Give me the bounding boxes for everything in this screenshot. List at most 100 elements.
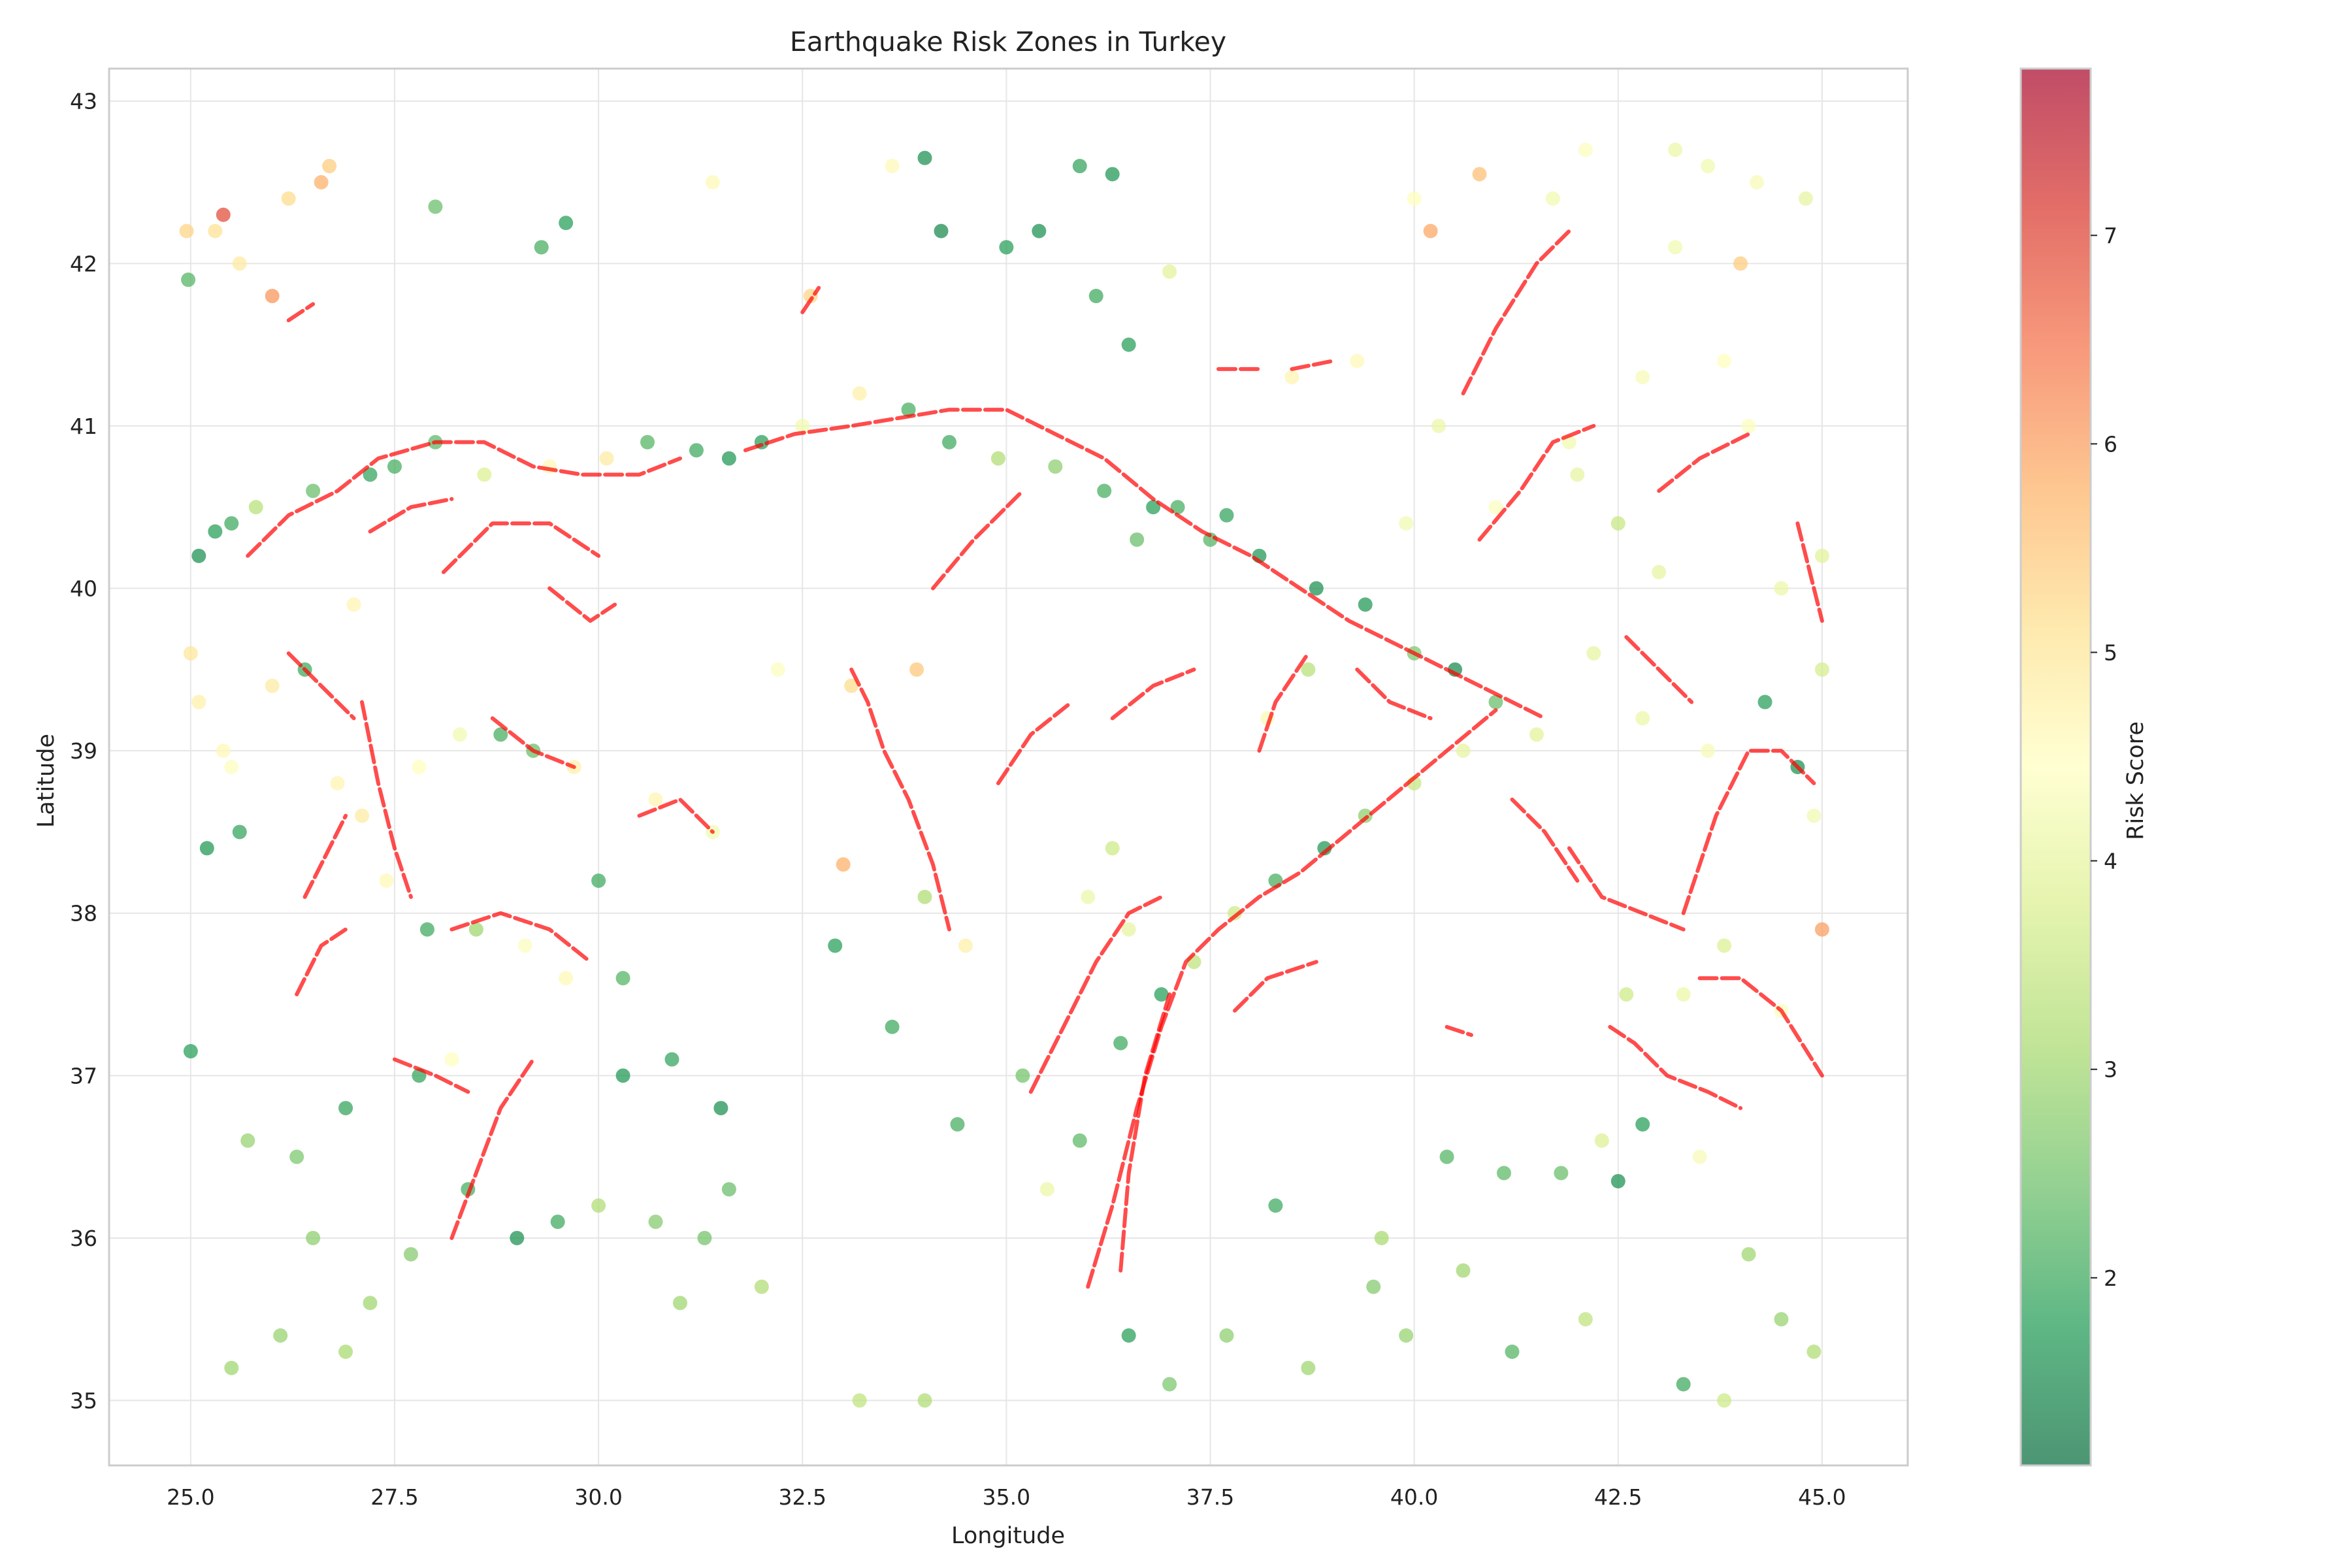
earthquake-point — [468, 922, 483, 937]
earthquake-point — [934, 223, 949, 238]
colorbar-tick-label: 3 — [2104, 1057, 2117, 1083]
earthquake-point — [1717, 353, 1732, 368]
earthquake-point — [1570, 467, 1585, 482]
earthquake-point — [1619, 987, 1634, 1002]
earthquake-point — [1366, 1279, 1381, 1294]
x-tick-label: 40.0 — [1390, 1484, 1438, 1510]
earthquake-point — [330, 776, 345, 791]
earthquake-point — [990, 451, 1005, 466]
earthquake-point — [1399, 1328, 1414, 1343]
x-tick-label: 27.5 — [370, 1484, 418, 1510]
earthquake-point — [770, 662, 785, 677]
earthquake-point — [477, 467, 492, 482]
earthquake-point — [208, 223, 223, 238]
earthquake-point — [550, 1215, 565, 1230]
earthquake-point — [1301, 1360, 1316, 1375]
fault-line — [490, 716, 576, 769]
earthquake-point — [1676, 1377, 1691, 1392]
earthquake-point — [559, 971, 574, 986]
fault-line — [246, 440, 682, 558]
earthquake-point — [713, 1101, 728, 1116]
y-tick-label: 43 — [70, 89, 97, 114]
earthquake-point — [754, 1279, 769, 1294]
fault-line — [743, 408, 1547, 721]
earthquake-point — [795, 418, 810, 433]
earthquake-point — [1668, 142, 1683, 157]
y-tick-label: 41 — [70, 414, 97, 439]
earthquake-point — [1130, 532, 1145, 547]
earthquake-point — [191, 548, 206, 563]
earthquake-point — [1105, 167, 1120, 182]
fault-line — [1657, 432, 1751, 493]
earthquake-point — [1554, 1166, 1569, 1181]
earthquake-point — [1692, 1149, 1707, 1164]
earthquake-point — [591, 874, 606, 889]
earthquake-point — [412, 760, 427, 774]
earthquake-point — [648, 1215, 663, 1230]
earthquake-point — [1733, 256, 1748, 271]
earthquake-point — [1268, 1198, 1283, 1213]
earthquake-point — [452, 727, 467, 742]
earthquake-point — [852, 386, 867, 401]
earthquake-point — [1472, 167, 1487, 182]
x-tick-label: 45.0 — [1798, 1484, 1846, 1510]
fault-line — [393, 1057, 470, 1094]
earthquake-point — [885, 159, 900, 174]
earthquake-point — [1529, 727, 1544, 742]
fault-line — [449, 911, 593, 964]
earthquake-point — [363, 467, 378, 482]
chart-title: Earthquake Risk Zones in Turkey — [790, 26, 1226, 57]
earthquake-point — [355, 808, 370, 823]
y-axis-label: Latitude — [33, 734, 59, 828]
earthquake-point — [1170, 500, 1185, 515]
y-tick-label: 39 — [70, 738, 97, 764]
earthquake-point — [1439, 1149, 1454, 1164]
earthquake-point — [1456, 1263, 1471, 1278]
earthquake-point — [950, 1117, 965, 1132]
fault-line — [637, 797, 715, 834]
earthquake-point — [248, 500, 263, 515]
fault-line-layer — [246, 229, 1824, 1289]
earthquake-point — [1635, 711, 1650, 726]
earthquake-point — [1488, 694, 1503, 710]
grid — [109, 69, 1908, 1465]
earthquake-point — [1113, 1036, 1128, 1051]
earthquake-point — [1431, 418, 1446, 433]
earthquake-point — [224, 1360, 239, 1375]
earthquake-point — [648, 792, 663, 807]
earthquake-point — [1496, 1166, 1511, 1181]
earthquake-point — [1121, 337, 1136, 352]
earthquake-point — [1545, 191, 1560, 206]
fault-line — [1510, 797, 1580, 883]
fault-line — [996, 700, 1074, 785]
plot-frame — [108, 67, 1909, 1467]
earthquake-point — [917, 889, 932, 904]
earthquake-point — [403, 1247, 418, 1262]
earthquake-point — [559, 216, 574, 231]
earthquake-point — [419, 922, 434, 937]
earthquake-point — [428, 199, 443, 214]
earthquake-point — [1717, 938, 1732, 953]
fault-line — [1624, 635, 1694, 704]
x-axis: 25.0 27.5 30.0 32.5 35.0 37.5 40.0 42.5 45.0 — [167, 1484, 1846, 1510]
earthquake-point — [346, 597, 361, 612]
earthquake-point — [885, 1019, 900, 1034]
fault-line — [286, 302, 316, 323]
fault-line — [800, 286, 821, 314]
y-tick-label: 36 — [70, 1226, 97, 1251]
earthquake-point — [240, 1133, 255, 1148]
y-tick-label: 40 — [70, 576, 97, 602]
earthquake-point — [1121, 922, 1136, 937]
earthquake-point — [697, 1230, 712, 1245]
earthquake-point — [1676, 987, 1691, 1002]
colorbar-frame — [2019, 67, 2092, 1467]
earthquake-point — [958, 938, 973, 953]
earthquake-point — [322, 159, 337, 174]
earthquake-point — [1586, 645, 1601, 661]
earthquake-point — [1610, 516, 1625, 531]
earthquake-point — [1423, 223, 1438, 238]
earthquake-point — [1097, 483, 1112, 498]
earthquake-point — [705, 175, 720, 190]
earthquake-point — [1774, 581, 1789, 596]
